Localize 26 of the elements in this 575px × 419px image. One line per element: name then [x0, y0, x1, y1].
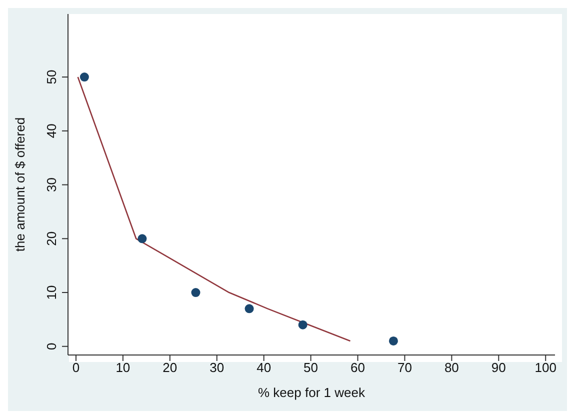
point: [138, 234, 147, 244]
x-tick-label: 40: [256, 360, 272, 376]
x-axis-title: % keep for 1 week: [258, 385, 366, 400]
point: [298, 320, 308, 330]
x-tick-label: 100: [534, 360, 556, 376]
x-tick-label: 10: [116, 360, 130, 376]
point: [244, 304, 254, 314]
x-tick-label: 70: [397, 360, 412, 376]
x-tick-label: 30: [210, 360, 224, 376]
y-tick-label: 40: [44, 124, 59, 138]
x-tick-label: 0: [72, 360, 80, 376]
x-tick-label: 90: [491, 360, 506, 376]
y-tick-label: 30: [44, 178, 59, 192]
x-tick-label: 60: [350, 360, 365, 376]
y-tick-label: 0: [44, 342, 59, 350]
point: [388, 336, 398, 346]
point: [191, 288, 200, 298]
y-tick-label: 20: [44, 231, 59, 246]
x-tick-label: 20: [162, 360, 178, 376]
y-axis-title: the amount of $ offered: [12, 117, 28, 252]
point: [80, 72, 89, 82]
x-tick-label: 50: [304, 360, 318, 376]
line-series: [77, 76, 351, 342]
x-tick-label: 80: [444, 360, 459, 376]
y-tick-label: 50: [44, 70, 59, 84]
y-tick-label: 10: [44, 285, 59, 300]
